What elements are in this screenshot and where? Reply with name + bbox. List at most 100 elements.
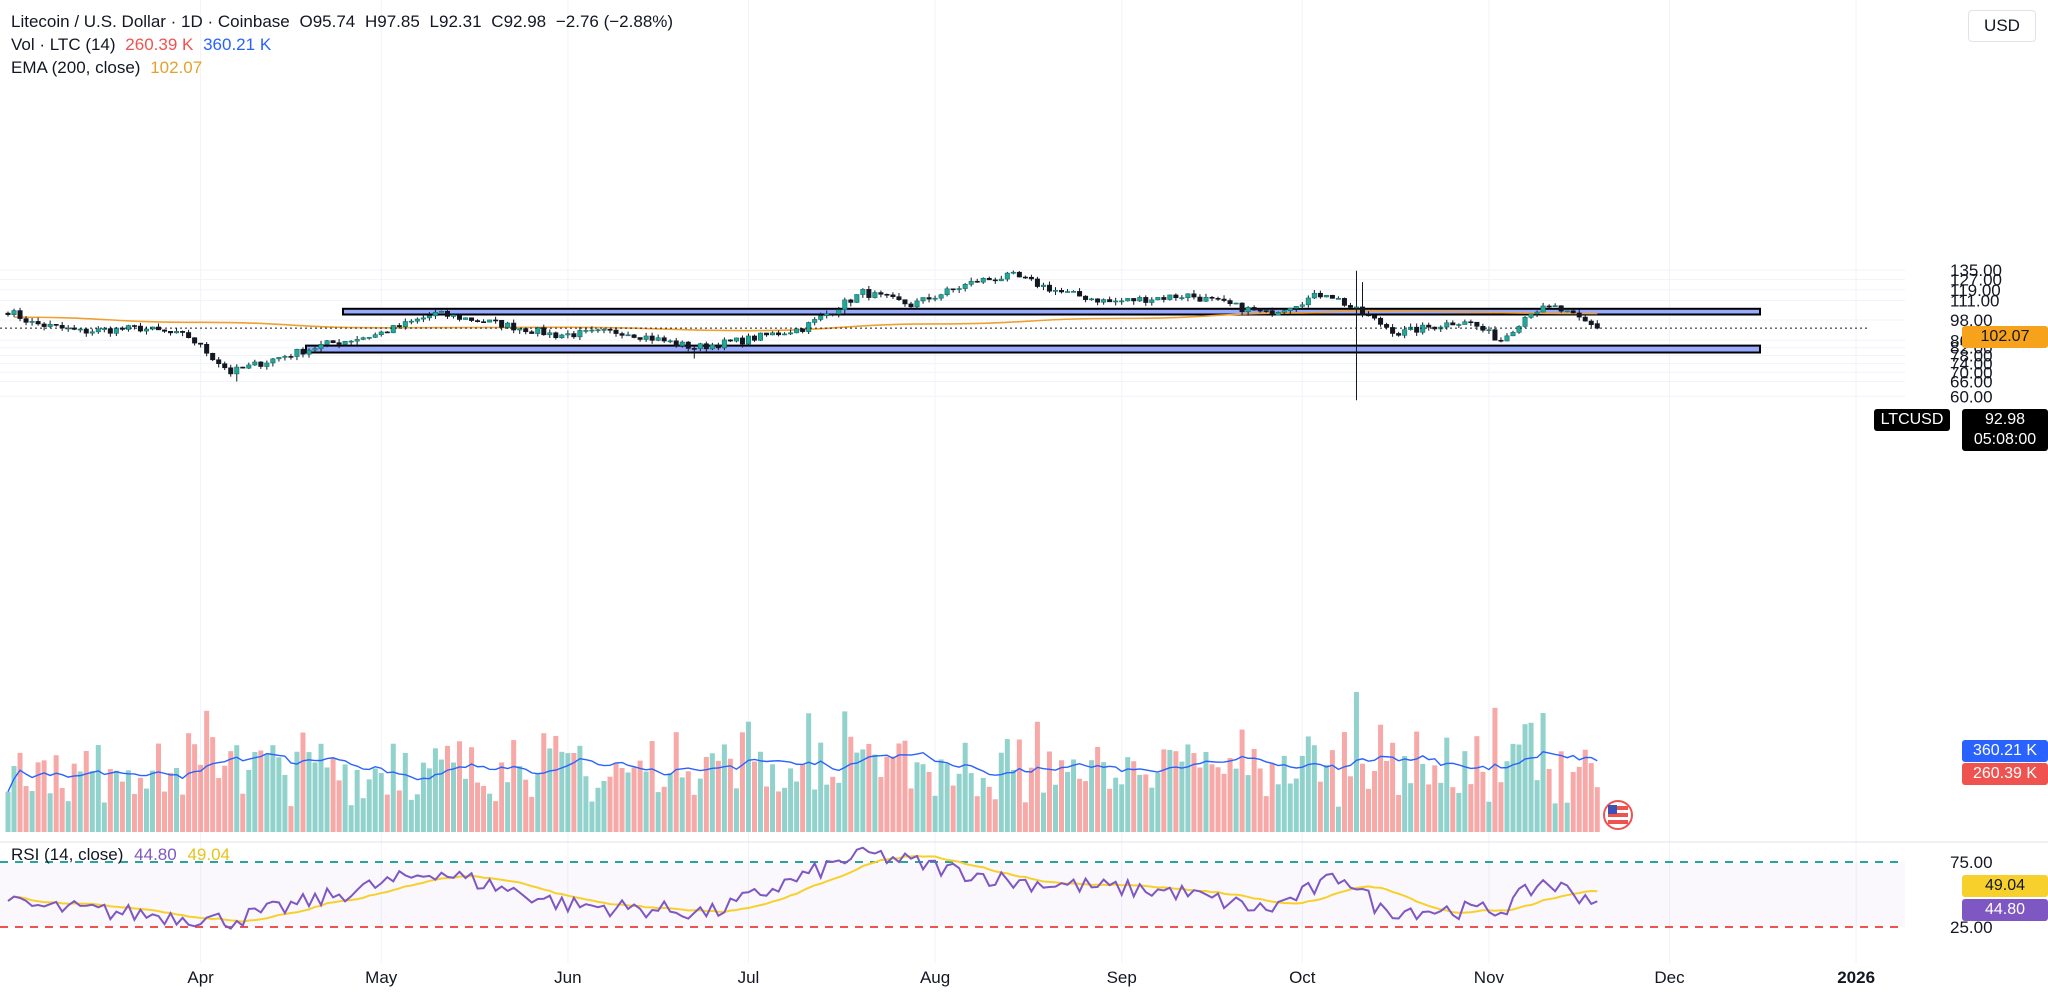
time-axis[interactable]: Apr May Jun Jul Aug Sep Oct Nov Dec 2026: [187, 968, 1875, 987]
candle-body: [143, 328, 149, 332]
candle: [1137, 295, 1143, 303]
low-label: L: [429, 12, 440, 31]
volume-bar: [23, 786, 29, 832]
candle-body: [655, 337, 661, 341]
time-tick-label: Jun: [554, 968, 581, 987]
candle-body: [1450, 322, 1456, 326]
candle: [517, 328, 523, 334]
candle-body: [1293, 306, 1299, 309]
volume-bar: [125, 770, 131, 832]
volume-bar: [1378, 724, 1384, 832]
volume-bar: [812, 789, 818, 832]
candle: [541, 324, 547, 336]
volume-bar: [1065, 771, 1071, 832]
candle: [938, 293, 944, 301]
candle: [1335, 296, 1341, 300]
currency-button[interactable]: USD: [1968, 10, 2036, 42]
candle-body: [11, 310, 17, 315]
candle: [980, 277, 986, 284]
flag-icon[interactable]: [1603, 800, 1633, 830]
candle: [258, 361, 264, 369]
candle-body: [5, 312, 11, 315]
candle-body: [1474, 321, 1480, 327]
candle: [1492, 326, 1498, 341]
candle: [71, 324, 77, 331]
candle-body: [854, 294, 860, 303]
candle: [1251, 305, 1257, 311]
volume-bar: [932, 795, 938, 832]
candle-body: [932, 297, 938, 300]
candle-body: [1125, 298, 1131, 302]
candle: [35, 317, 41, 326]
volume-bar: [354, 769, 360, 832]
price-tick-label: 60.00: [1950, 387, 1993, 406]
candle: [1083, 295, 1089, 303]
candle-body: [1263, 310, 1269, 312]
candle-body: [1040, 284, 1046, 287]
candle-body: [679, 341, 685, 346]
candle: [1360, 282, 1366, 318]
candle: [836, 306, 842, 318]
candle-body: [499, 319, 505, 328]
candle: [553, 331, 559, 340]
candle-body: [1077, 291, 1083, 297]
candle-body: [216, 359, 222, 365]
candle-body: [402, 321, 408, 328]
rsi-ma-badge: 49.04: [1962, 875, 2048, 897]
volume-bar: [511, 740, 517, 832]
candle-body: [77, 328, 83, 331]
volume-bar: [517, 766, 523, 832]
candle: [1077, 288, 1083, 297]
candle-body: [1233, 302, 1239, 305]
volume-bar: [1239, 729, 1245, 832]
candle: [1558, 305, 1564, 313]
ema-label[interactable]: EMA (200, close): [11, 58, 141, 77]
volume-bar: [938, 759, 944, 832]
candle-body: [396, 325, 402, 328]
candle: [1239, 302, 1245, 316]
candle-body: [770, 332, 776, 336]
candle-body: [625, 334, 631, 337]
candle-body: [751, 335, 757, 341]
candle-body: [240, 366, 246, 369]
candle: [1594, 320, 1600, 330]
candle-body: [95, 328, 101, 333]
candle-body: [757, 332, 763, 341]
symbol-title[interactable]: Litecoin / U.S. Dollar · 1D · Coinbase: [11, 12, 290, 31]
candle: [95, 326, 101, 334]
candle: [1474, 321, 1480, 331]
rsi-label[interactable]: RSI (14, close): [11, 845, 124, 864]
candle: [463, 317, 469, 320]
candle-body: [992, 279, 998, 282]
candle-body: [107, 328, 113, 334]
candle-body: [878, 292, 884, 295]
candle-body: [366, 337, 372, 339]
volume-bar: [1004, 739, 1010, 832]
volume-bar: [758, 751, 763, 832]
candle-body: [101, 328, 107, 330]
candle: [1185, 293, 1191, 302]
volume-bar: [944, 763, 950, 832]
volume-bar: [29, 791, 35, 832]
candle-body: [131, 325, 137, 327]
volume-bar: [914, 762, 920, 832]
candle: [1119, 297, 1125, 305]
candle-body: [204, 343, 210, 354]
volume-bar: [1558, 751, 1564, 832]
support-resistance-zones[interactable]: [305, 307, 1761, 354]
volume-bar: [156, 743, 161, 832]
ema-badge: 102.07: [1962, 326, 2048, 348]
volume-bar: [1052, 784, 1058, 832]
volume-bar: [457, 741, 462, 832]
candle: [848, 298, 854, 307]
candle: [1552, 303, 1558, 308]
volume-label[interactable]: Vol · LTC (14): [11, 35, 116, 54]
volume-bar: [1083, 781, 1089, 832]
volume-bar: [788, 768, 794, 832]
volume-bar: [180, 794, 186, 832]
volume-bar: [920, 764, 926, 832]
candle: [1420, 322, 1426, 335]
candle: [1227, 298, 1233, 307]
candle-body: [1052, 290, 1058, 292]
